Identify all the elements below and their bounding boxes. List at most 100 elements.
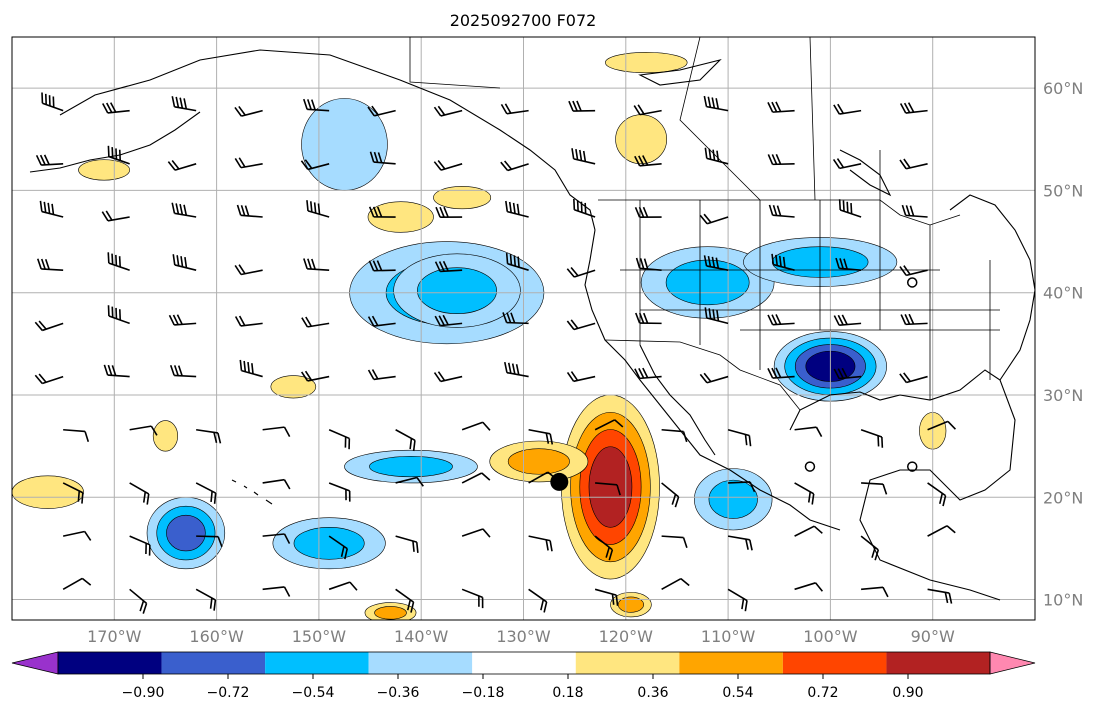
lon-tick-label: 130°W <box>496 627 551 646</box>
wind-barb <box>900 313 928 326</box>
wind-barb <box>461 528 491 538</box>
wind-barb <box>634 155 662 167</box>
wind-barb <box>927 588 953 604</box>
anomaly-contour <box>369 456 453 478</box>
colorbar-tick-label: 0.90 <box>892 685 923 701</box>
coastline-arctic <box>638 58 722 86</box>
colorbar-segment <box>679 652 783 674</box>
wind-barb <box>771 253 795 271</box>
lon-tick-label: 170°W <box>87 627 142 646</box>
colorbar-segment <box>161 652 266 674</box>
anomaly-contour <box>293 527 365 560</box>
wind-barb <box>262 426 291 437</box>
wind-barb <box>369 151 396 165</box>
anomaly-contour <box>78 159 130 181</box>
station-markers <box>550 277 918 491</box>
colorbar: −0.90 −0.72 −0.54 −0.36 −0.18 0.18 0.36 0.54 0.7… <box>11 651 1036 701</box>
colorbar-segment <box>265 652 369 674</box>
wind-barb <box>899 372 928 384</box>
wind-barb <box>239 359 263 378</box>
wind-barb <box>661 577 690 591</box>
anomaly-contour <box>417 267 497 314</box>
wind-barb <box>860 535 880 561</box>
border-states <box>620 200 1000 400</box>
wind-barb <box>39 200 64 218</box>
wind-barb <box>500 160 529 172</box>
wind-barb <box>833 314 862 326</box>
wind-barb <box>36 258 64 271</box>
wind-barb <box>262 586 291 597</box>
wind-barb <box>167 160 197 171</box>
wind-barb <box>528 588 548 613</box>
open-marker <box>804 461 816 472</box>
wind-barb <box>927 525 956 537</box>
wind-barb <box>129 535 151 556</box>
colorbar-segment <box>575 652 680 674</box>
wind-barb <box>34 373 64 385</box>
wind-barb <box>861 482 888 495</box>
wind-barb <box>236 204 263 218</box>
colorbar-tick-label: 0.18 <box>552 685 583 701</box>
wind-barb <box>566 371 596 383</box>
wind-barb <box>300 159 330 171</box>
wind-barb <box>434 314 463 327</box>
wind-barb <box>505 252 529 271</box>
filled-marker <box>550 472 569 491</box>
wind-barb <box>107 305 130 325</box>
anomaly-contour <box>374 606 407 620</box>
wind-barb <box>195 482 217 504</box>
wind-barb <box>41 92 64 112</box>
wind-barb <box>303 98 330 112</box>
anomaly-contour <box>301 98 388 191</box>
colorbar-tick-label: 0.36 <box>637 685 668 701</box>
wind-barb <box>461 421 491 431</box>
lat-tick-label: 40°N <box>1043 284 1083 303</box>
coastline-west-coast <box>584 229 841 531</box>
wind-barb <box>101 210 130 222</box>
colorbar-tick-label: −0.36 <box>377 685 420 701</box>
wind-barb <box>594 535 614 561</box>
wind-barb <box>171 202 197 218</box>
wind-barb <box>367 315 396 327</box>
wind-barb <box>927 420 957 431</box>
wind-barb <box>528 428 554 445</box>
wind-barb <box>102 102 130 114</box>
wind-barb <box>62 530 92 541</box>
wind-barb <box>794 426 823 438</box>
wind-barb <box>328 429 351 450</box>
lon-tick-label: 100°W <box>803 627 858 646</box>
wind-barb <box>63 428 90 442</box>
wind-barbs <box>34 92 957 614</box>
wind-barb <box>767 153 795 166</box>
anomaly-contour <box>507 448 570 475</box>
wind-barb <box>234 315 263 327</box>
wind-barb <box>838 199 862 218</box>
wind-barb <box>703 255 729 271</box>
wind-barb <box>461 588 484 609</box>
wind-barb <box>661 535 688 549</box>
wind-barb <box>168 314 197 326</box>
colorbar-segment <box>58 652 162 674</box>
wind-barb <box>306 200 330 218</box>
anomaly-contour <box>270 375 317 399</box>
lat-tick-label: 20°N <box>1043 488 1083 507</box>
anomaly-contour <box>708 479 758 519</box>
wind-barb <box>634 206 662 219</box>
wind-barb <box>234 264 263 276</box>
wind-barb <box>901 204 928 218</box>
chart-title: 2025092700 F072 <box>450 11 597 30</box>
wind-barb <box>328 535 349 560</box>
wind-barb <box>461 472 491 484</box>
wind-barb <box>434 260 463 273</box>
wind-barb <box>767 367 795 379</box>
wind-barb <box>502 312 529 325</box>
wind-barb <box>833 103 862 115</box>
wind-barb <box>594 588 619 606</box>
wind-barb <box>661 428 688 443</box>
wind-barb <box>62 577 92 591</box>
wind-barb <box>794 482 815 505</box>
colorbar-outline <box>57 651 991 675</box>
wind-barb <box>368 260 396 272</box>
wind-barb <box>566 266 596 278</box>
political-borders <box>409 37 1000 411</box>
